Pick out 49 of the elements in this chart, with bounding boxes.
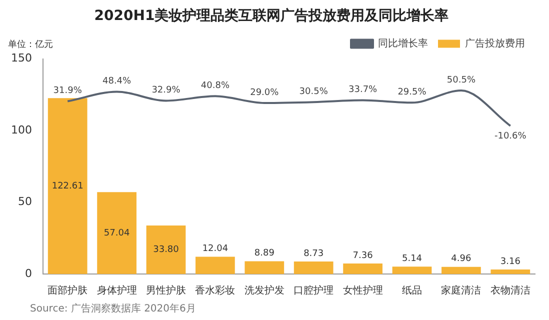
data-label: 8.89 — [254, 248, 275, 259]
x-tick-label: 香水彩妆 — [195, 284, 236, 297]
source-note: Source: 广告洞察数据库 2020年6月 — [30, 302, 196, 315]
x-tick-label: 身体护理 — [96, 284, 137, 297]
bar — [442, 266, 481, 274]
x-tick-label: 女性护理 — [342, 284, 383, 297]
bar — [244, 261, 284, 274]
x-tick-label: 纸品 — [402, 284, 422, 297]
legend-label: 广告投放费用 — [465, 37, 525, 50]
data-label: 40.8% — [200, 80, 230, 91]
bar — [146, 226, 186, 274]
x-tick-label: 口腔护理 — [294, 284, 334, 297]
data-label: -10.6% — [494, 132, 527, 142]
x-tick-label: 洗发护发 — [244, 284, 284, 297]
bar — [343, 263, 382, 274]
y-tick-label: 150 — [10, 52, 32, 65]
y-tick-label: 50 — [18, 195, 32, 208]
x-tick-label: 面部护肤 — [48, 284, 88, 297]
data-label: 50.5% — [446, 75, 476, 86]
data-label: 32.9% — [152, 86, 181, 96]
data-label: 3.16 — [500, 256, 521, 267]
data-label: 122.61 — [52, 181, 84, 192]
data-label: 57.04 — [104, 228, 130, 238]
data-label: 33.7% — [348, 85, 378, 96]
bar — [196, 256, 235, 274]
data-label: 8.73 — [304, 248, 324, 259]
bar — [294, 261, 334, 274]
data-label: 48.4% — [102, 76, 132, 87]
x-tick-label: 衣物清洁 — [490, 284, 530, 297]
bar — [392, 266, 432, 274]
data-label: 30.5% — [299, 86, 328, 97]
y-tick-label: 0 — [24, 266, 32, 280]
data-label: 31.9% — [53, 86, 82, 96]
chart-title: 2020H1美妆护理品类互联网广告投放费用及同比增长率 — [94, 7, 449, 24]
data-label: 12.04 — [202, 244, 228, 254]
bar — [48, 98, 88, 274]
data-label: 5.14 — [402, 254, 422, 264]
data-label: 7.36 — [352, 250, 374, 261]
data-label: 33.80 — [153, 245, 180, 256]
data-label: 29.5% — [398, 88, 427, 98]
y-tick-label: 100 — [10, 123, 32, 136]
y-axis-title: 单位：亿元 — [8, 38, 53, 50]
data-label: 29.0% — [250, 88, 280, 98]
bar — [97, 192, 136, 274]
x-tick-label: 家庭清洁 — [441, 284, 482, 297]
x-tick-label: 男性护肤 — [146, 284, 186, 297]
data-label: 4.96 — [451, 254, 472, 264]
bar — [490, 269, 530, 274]
legend-label: 同比增长率 — [378, 37, 428, 50]
